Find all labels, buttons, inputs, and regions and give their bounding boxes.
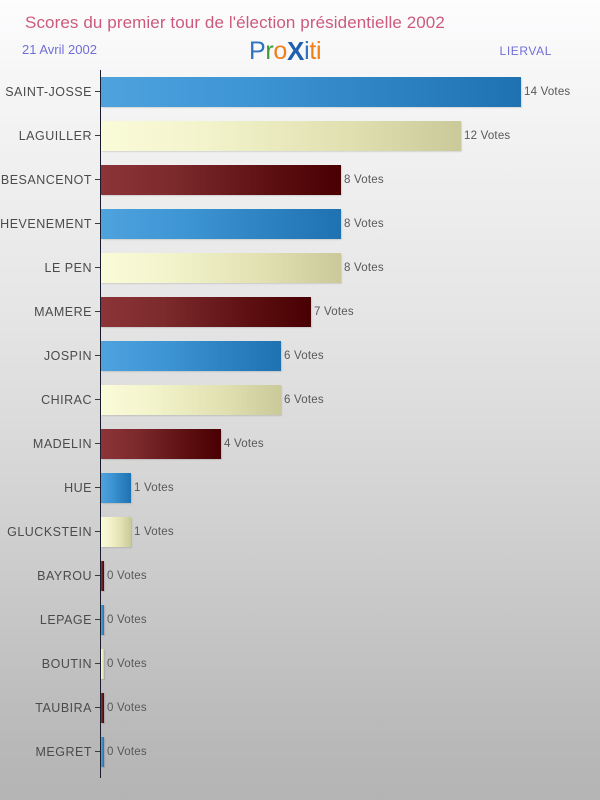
bar-row: JOSPIN 6 Votes	[0, 334, 600, 378]
logo-letter-r: r	[265, 37, 274, 65]
logo-letter-o: o	[273, 37, 288, 65]
axis-tick	[95, 487, 100, 488]
bar-category-label: CHIRAC	[41, 393, 92, 407]
bar-category-label: SAINT-JOSSE	[5, 85, 92, 99]
bar-value-label: 12 Votes	[464, 130, 511, 142]
bar-value-label: 7 Votes	[314, 306, 354, 318]
page-title: Scores du premier tour de l'élection pré…	[25, 13, 445, 32]
bar-category-label: BOUTIN	[41, 657, 92, 671]
bar-value-label: 0 Votes	[107, 614, 147, 626]
bar[interactable]	[101, 429, 221, 459]
bar-category-label: LE PEN	[44, 261, 92, 275]
axis-tick	[95, 443, 100, 444]
bar-category-label: HUE	[64, 481, 92, 495]
logo-letter-i2: i	[315, 37, 322, 65]
location-label: LIERVAL	[499, 44, 552, 58]
bar-category-label: BESANCENOT	[0, 173, 92, 187]
logo-letter-x: X	[287, 36, 305, 66]
bar-row: LAGUILLER 12 Votes	[0, 114, 600, 158]
bar-category-label: CHEVENEMENT	[0, 217, 92, 231]
bar-value-label: 0 Votes	[107, 658, 147, 670]
bar-category-label: MEGRET	[35, 745, 92, 759]
bar-category-label: JOSPIN	[43, 349, 92, 363]
bar-row: MAMERE 7 Votes	[0, 290, 600, 334]
bar-category-label: LAGUILLER	[18, 129, 92, 143]
chart-date-label: 21 Avril 2002	[22, 42, 97, 57]
bar[interactable]	[101, 341, 281, 371]
bar-value-label: 8 Votes	[344, 218, 384, 230]
bar[interactable]	[101, 561, 104, 591]
bar-row: BESANCENOT 8 Votes	[0, 158, 600, 202]
axis-tick	[95, 267, 100, 268]
bar-value-label: 1 Votes	[134, 526, 174, 538]
axis-tick	[95, 311, 100, 312]
axis-tick	[95, 91, 100, 92]
axis-tick	[95, 355, 100, 356]
bar-row: LE PEN 8 Votes	[0, 246, 600, 290]
axis-tick	[95, 663, 100, 664]
axis-tick	[95, 707, 100, 708]
proxiti-logo: ProXiti	[249, 36, 322, 66]
bar-category-label: BAYROU	[37, 569, 92, 583]
bar-category-label: GLUCKSTEIN	[7, 525, 92, 539]
bar-row: BAYROU 0 Votes	[0, 554, 600, 598]
bar-value-label: 6 Votes	[284, 394, 324, 406]
bar[interactable]	[101, 473, 131, 503]
bar-row: HUE 1 Votes	[0, 466, 600, 510]
bar-category-label: MADELIN	[32, 437, 92, 451]
bar[interactable]	[101, 605, 104, 635]
y-axis-line	[100, 70, 101, 778]
bar[interactable]	[101, 165, 341, 195]
bar-row: MADELIN 4 Votes	[0, 422, 600, 466]
axis-tick	[95, 619, 100, 620]
bar-row: MEGRET 0 Votes	[0, 730, 600, 774]
bar[interactable]	[101, 517, 131, 547]
bar[interactable]	[101, 121, 461, 151]
bar[interactable]	[101, 209, 341, 239]
bar[interactable]	[101, 253, 341, 283]
logo-letter-i1: i	[304, 37, 310, 65]
bar-value-label: 0 Votes	[107, 702, 147, 714]
bar-value-label: 6 Votes	[284, 350, 324, 362]
axis-tick	[95, 179, 100, 180]
bar-row: LEPAGE 0 Votes	[0, 598, 600, 642]
bar[interactable]	[101, 385, 281, 415]
bar[interactable]	[101, 649, 104, 679]
bar[interactable]	[101, 693, 104, 723]
bar-category-label: LEPAGE	[39, 613, 92, 627]
bar-category-label: TAUBIRA	[35, 701, 92, 715]
bar-value-label: 14 Votes	[524, 86, 571, 98]
bar-value-label: 0 Votes	[107, 570, 147, 582]
axis-tick	[95, 751, 100, 752]
axis-tick	[95, 531, 100, 532]
bar-row: CHEVENEMENT 8 Votes	[0, 202, 600, 246]
plot-area: SAINT-JOSSE 14 Votes LAGUILLER 12 Votes BESA…	[0, 70, 600, 782]
axis-tick	[95, 575, 100, 576]
bar-value-label: 8 Votes	[344, 262, 384, 274]
bar-value-label: 4 Votes	[224, 438, 264, 450]
logo-letter-t: t	[309, 37, 316, 65]
bar-value-label: 8 Votes	[344, 174, 384, 186]
bar-row: GLUCKSTEIN 1 Votes	[0, 510, 600, 554]
bar-value-label: 1 Votes	[134, 482, 174, 494]
bar-row: SAINT-JOSSE 14 Votes	[0, 70, 600, 114]
axis-tick	[95, 399, 100, 400]
logo-letter-p: P	[249, 37, 266, 65]
bar-value-label: 0 Votes	[107, 746, 147, 758]
bar[interactable]	[101, 77, 521, 107]
axis-tick	[95, 135, 100, 136]
axis-tick	[95, 223, 100, 224]
bar[interactable]	[101, 297, 311, 327]
bar-row: BOUTIN 0 Votes	[0, 642, 600, 686]
bar-row: TAUBIRA 0 Votes	[0, 686, 600, 730]
bar-row: CHIRAC 6 Votes	[0, 378, 600, 422]
bar-category-label: MAMERE	[34, 305, 92, 319]
bar[interactable]	[101, 737, 104, 767]
